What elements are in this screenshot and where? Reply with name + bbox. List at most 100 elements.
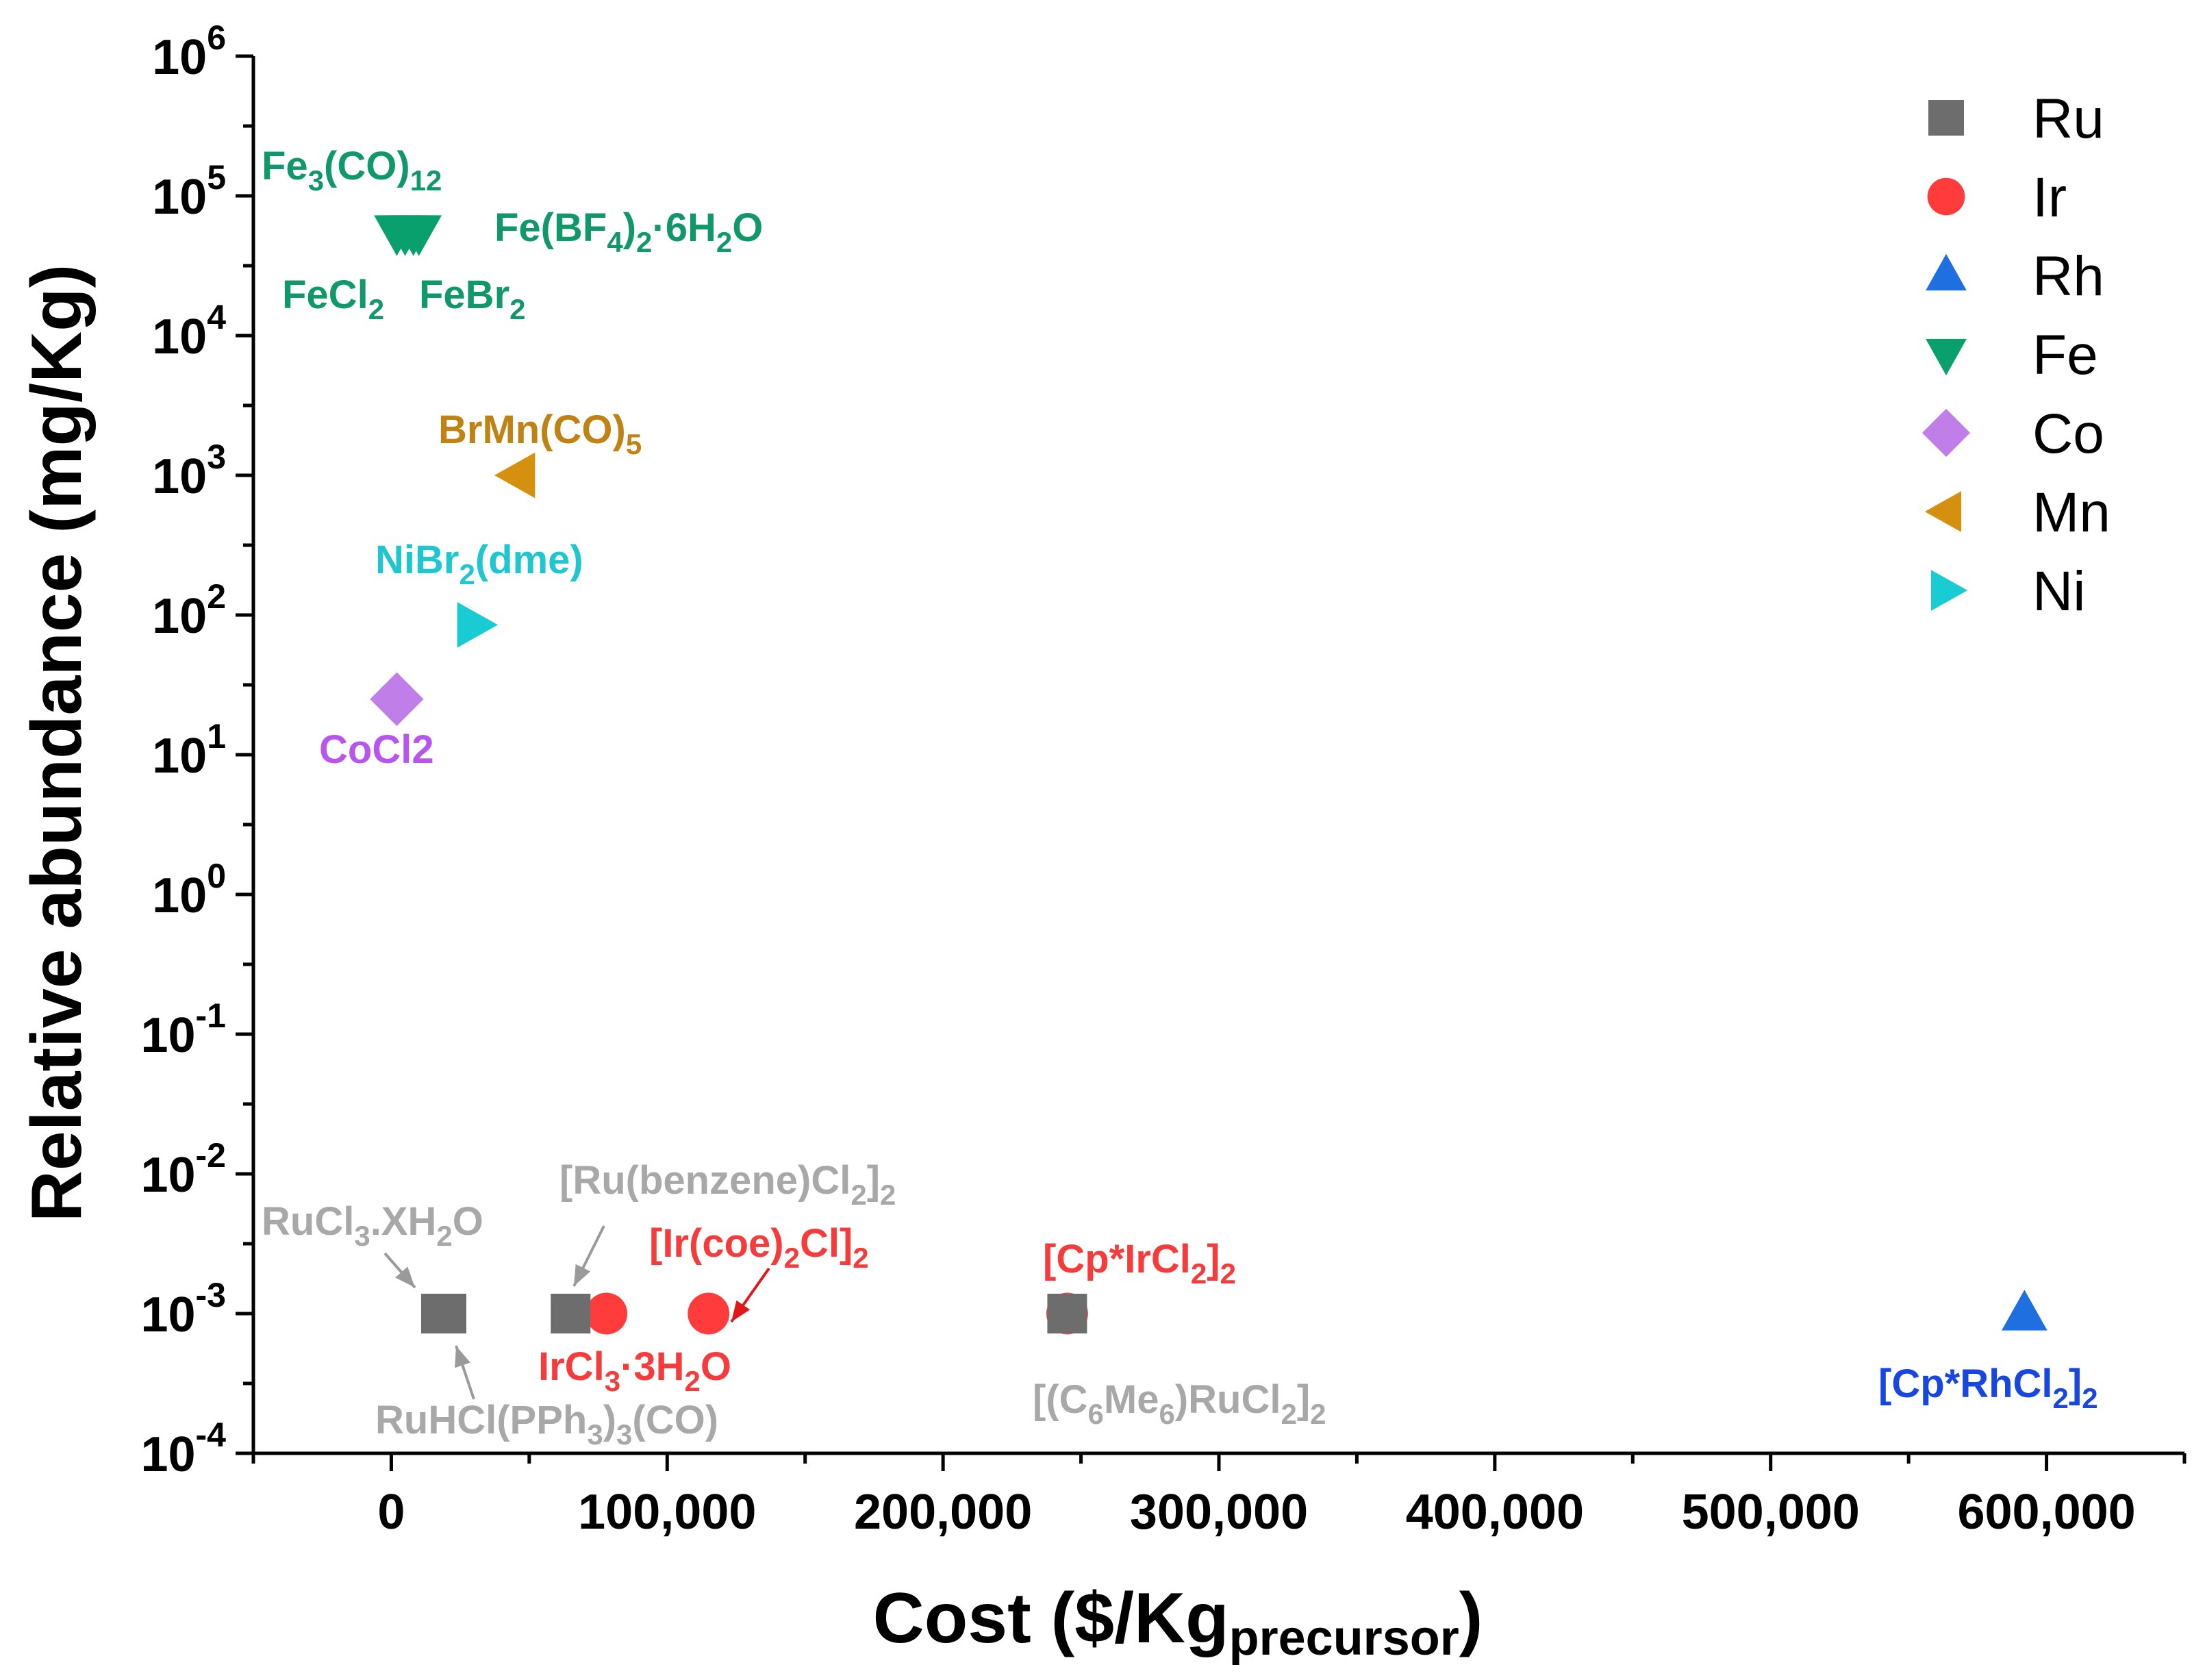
y-tick-exponent: 2	[207, 577, 226, 616]
annotation-arrows	[383, 1225, 770, 1400]
annotation-subscript: 2	[784, 1242, 800, 1274]
annotation-text: )RuCl	[1175, 1377, 1281, 1422]
y-tick-label: 10-2	[140, 1136, 226, 1203]
annotation-text: )	[623, 205, 636, 250]
y-tick-exponent: -2	[196, 1136, 226, 1175]
y-tick-base: 10	[152, 449, 207, 504]
x-tick-label: 600,000	[1957, 1485, 2135, 1540]
y-tick-base: 10	[140, 1427, 195, 1482]
legend-marker-co	[1922, 408, 1971, 457]
y-tick-label: 10-3	[140, 1276, 226, 1342]
annotation-text: ]	[2069, 1362, 2082, 1406]
y-tick-base: 10	[152, 310, 207, 364]
legend-label-ir: Ir	[2032, 166, 2067, 229]
annotation-subscript: 2	[685, 1365, 701, 1397]
annotation-text: .XH	[370, 1199, 437, 1244]
annotation-c6me6: [(C6Me6)RuCl2]2	[1033, 1377, 1326, 1430]
arrow-ir-coe-head	[731, 1300, 751, 1322]
annotation-text: FeBr	[419, 273, 509, 317]
legend: Ru Ir Rh Fe Co Mn Ni	[1922, 88, 2110, 623]
data-point-ru	[427, 1294, 466, 1333]
annotation-text: RuCl	[262, 1199, 354, 1244]
annotation-subscript: 2	[459, 558, 475, 590]
annotation-nibr2dme: NiBr2(dme)	[375, 538, 583, 590]
y-tick-exponent: 4	[207, 298, 226, 336]
legend-marker-ni	[1930, 570, 1968, 611]
annotation-text: CoCl2	[319, 727, 434, 772]
x-axis-title-subscript: precursor	[1229, 1611, 1459, 1666]
annotation-text: RuHCl(PPh	[375, 1398, 587, 1442]
legend-label-ni: Ni	[2032, 560, 2085, 623]
annotation-subscript: 2	[853, 1242, 868, 1274]
annotation-text: ]	[1297, 1377, 1310, 1422]
legend-label-co: Co	[2032, 403, 2104, 465]
legend-marker-ru	[1928, 100, 1964, 136]
arrow-ruhcl-head	[455, 1346, 470, 1368]
y-tick-base: 10	[140, 1008, 195, 1063]
annotation-subscript: 5	[626, 428, 642, 460]
legend-label-fe: Fe	[2032, 324, 2098, 386]
annotation-subscript: 2	[509, 293, 525, 325]
annotation-subscript: 2	[880, 1179, 896, 1211]
y-axis-title: Relative abundance (mg/Kg)	[17, 264, 97, 1222]
annotation-ruhcl: RuHCl(PPh3)3(CO)	[375, 1398, 718, 1451]
annotation-subscript: 3	[605, 1365, 620, 1397]
legend-label-rh: Rh	[2032, 245, 2104, 308]
y-tick-label: 102	[152, 577, 226, 644]
annotation-subscript: 6	[1088, 1398, 1104, 1430]
y-tick-exponent: 3	[207, 438, 226, 476]
legend-marker-ir	[1927, 177, 1965, 216]
annotation-text: ·3H	[620, 1344, 684, 1389]
annotation-text: [(C	[1033, 1377, 1088, 1422]
x-tick-label: 100,000	[578, 1485, 756, 1540]
annotation-subscript: 2	[2082, 1382, 2097, 1414]
annotation-text: [Cp*IrCl	[1043, 1237, 1191, 1281]
arrow-rucl3-head	[395, 1266, 415, 1288]
annotation-cprhcl2: [Cp*RhCl2]2	[1878, 1362, 2098, 1414]
y-tick-label: 101	[152, 717, 226, 783]
annotation-cocl2: CoCl2	[319, 727, 434, 772]
data-point-rh	[2001, 1290, 2048, 1331]
annotation-subscript: 3	[308, 164, 324, 197]
annotation-febf4: Fe(BF4)2·6H2O	[494, 205, 763, 258]
annotation-subscript: 2	[1281, 1398, 1296, 1430]
arrow-ru-benzene-head	[574, 1264, 591, 1286]
y-tick-base: 10	[140, 1288, 195, 1342]
annotation-text: O	[732, 205, 763, 250]
y-tick-exponent: 0	[207, 857, 226, 895]
y-tick-base: 10	[152, 729, 207, 783]
annotation-fe3co12: Fe3(CO)12	[262, 144, 442, 197]
annotation-text: [Ir(coe)	[649, 1221, 784, 1266]
annotation-subscript: 4	[607, 226, 623, 258]
y-tick-base: 10	[152, 170, 207, 225]
y-tick-exponent: 6	[207, 18, 226, 57]
data-point-mn	[494, 452, 536, 499]
y-tick-label: 104	[152, 298, 226, 364]
legend-marker-fe	[1926, 338, 1967, 376]
x-axis-ticks: 0 100,000 200,000 300,000 400,000 500,000 600,…	[251, 1453, 2187, 1540]
annotation-rubenzene: [Ru(benzene)Cl2]2	[559, 1158, 896, 1211]
y-tick-label: 105	[152, 158, 226, 225]
x-tick-label: 500,000	[1682, 1485, 1860, 1540]
annotation-subscript: 2	[850, 1179, 866, 1211]
annotation-subscript: 12	[410, 164, 442, 197]
annotation-text: Fe(BF	[494, 205, 607, 250]
legend-label-ru: Ru	[2032, 88, 2104, 150]
annotation-subscript: 3	[616, 1418, 632, 1451]
annotation-text: Me	[1104, 1377, 1159, 1422]
y-tick-exponent: 5	[207, 158, 226, 197]
annotation-text: ]	[867, 1158, 880, 1203]
annotation-text: IrCl	[538, 1344, 605, 1389]
annotation-subscript: 3	[354, 1220, 370, 1252]
annotation-subscript: 2	[2053, 1382, 2069, 1414]
annotation-subscript: 2	[436, 1220, 452, 1252]
y-tick-base: 10	[140, 1148, 195, 1203]
annotation-brmnco5: BrMn(CO)5	[438, 408, 642, 460]
legend-marker-mn	[1924, 491, 1962, 532]
data-point-ni	[457, 602, 499, 648]
legend-label-mn: Mn	[2032, 481, 2110, 544]
data-point-ir	[585, 1292, 628, 1335]
